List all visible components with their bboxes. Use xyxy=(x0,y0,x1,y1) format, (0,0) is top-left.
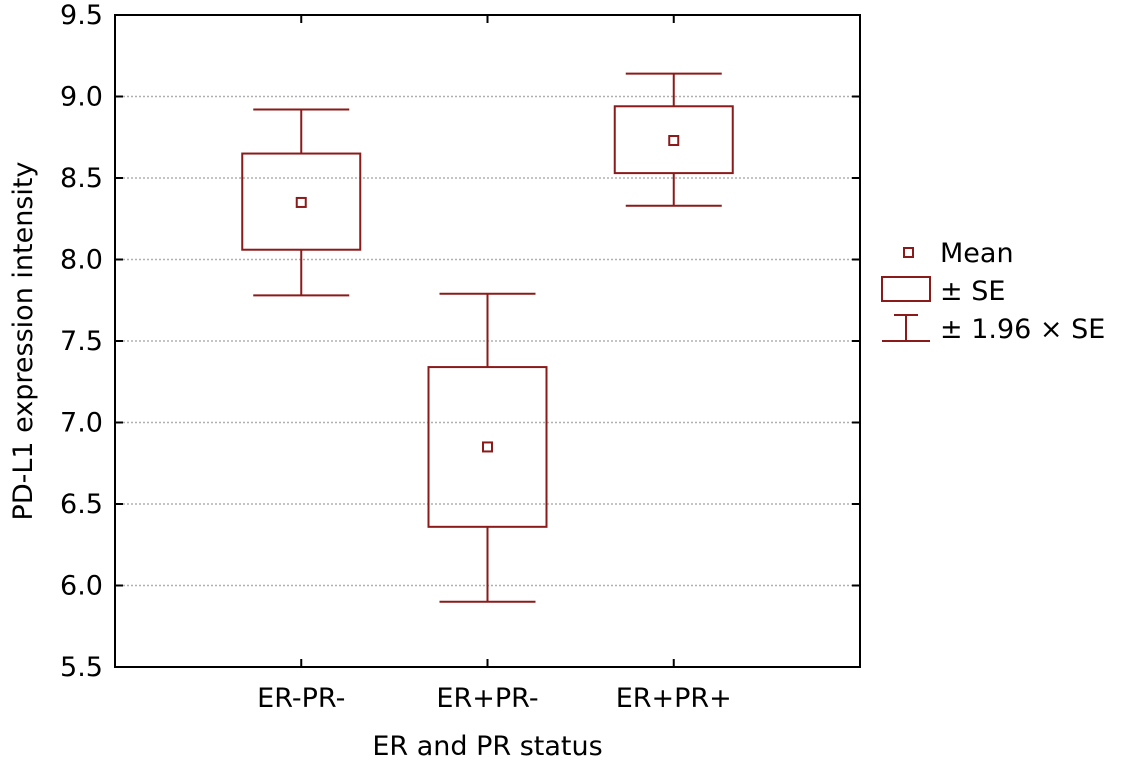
legend-label-se: ± SE xyxy=(940,276,1005,307)
legend-label-mean: Mean xyxy=(940,238,1014,269)
box-group-ER+PR+ xyxy=(613,72,734,207)
x-tick-label: ER+PR- xyxy=(436,683,538,714)
legend-se-symbol xyxy=(881,276,931,302)
y-tick-label: 9.5 xyxy=(60,0,103,31)
box-group-ER-PR- xyxy=(241,108,362,297)
axis-ticks: 5.5 6.0 6.5 7.0 7.5 8.0 8.5 9.0 9.5 ER-PR- ER+PR- E… xyxy=(60,0,860,714)
y-axis-title: PD-L1 expression intensity xyxy=(8,162,39,521)
y-tick-label: 8.0 xyxy=(60,245,103,276)
box-group-ER+PR- xyxy=(427,292,548,603)
mean-point xyxy=(482,441,493,453)
se-box xyxy=(613,105,734,175)
se-box xyxy=(241,152,362,251)
x-tick-label: ER-PR- xyxy=(257,683,345,714)
y-tick-label: 8.5 xyxy=(60,163,103,194)
y-tick-label: 5.5 xyxy=(60,652,103,683)
y-tick-label: 7.0 xyxy=(60,408,103,439)
y-tick-label: 6.0 xyxy=(60,571,103,602)
legend-label-ci: ± 1.96 × SE xyxy=(940,314,1105,345)
y-tick-label: 9.0 xyxy=(60,82,103,113)
mean-point xyxy=(668,135,680,147)
x-axis-title: ER and PR status xyxy=(372,731,602,762)
grid-lines xyxy=(115,95,860,587)
legend: Mean ± SE ± 1.96 × SE xyxy=(881,238,1105,345)
se-box xyxy=(427,366,548,528)
plot-marks xyxy=(241,72,734,603)
y-tick-label: 7.5 xyxy=(60,326,103,357)
legend-mean-symbol xyxy=(903,247,914,258)
mean-point xyxy=(295,196,307,208)
y-tick-label: 6.5 xyxy=(60,489,103,520)
x-tick-label: ER+PR+ xyxy=(616,683,732,714)
